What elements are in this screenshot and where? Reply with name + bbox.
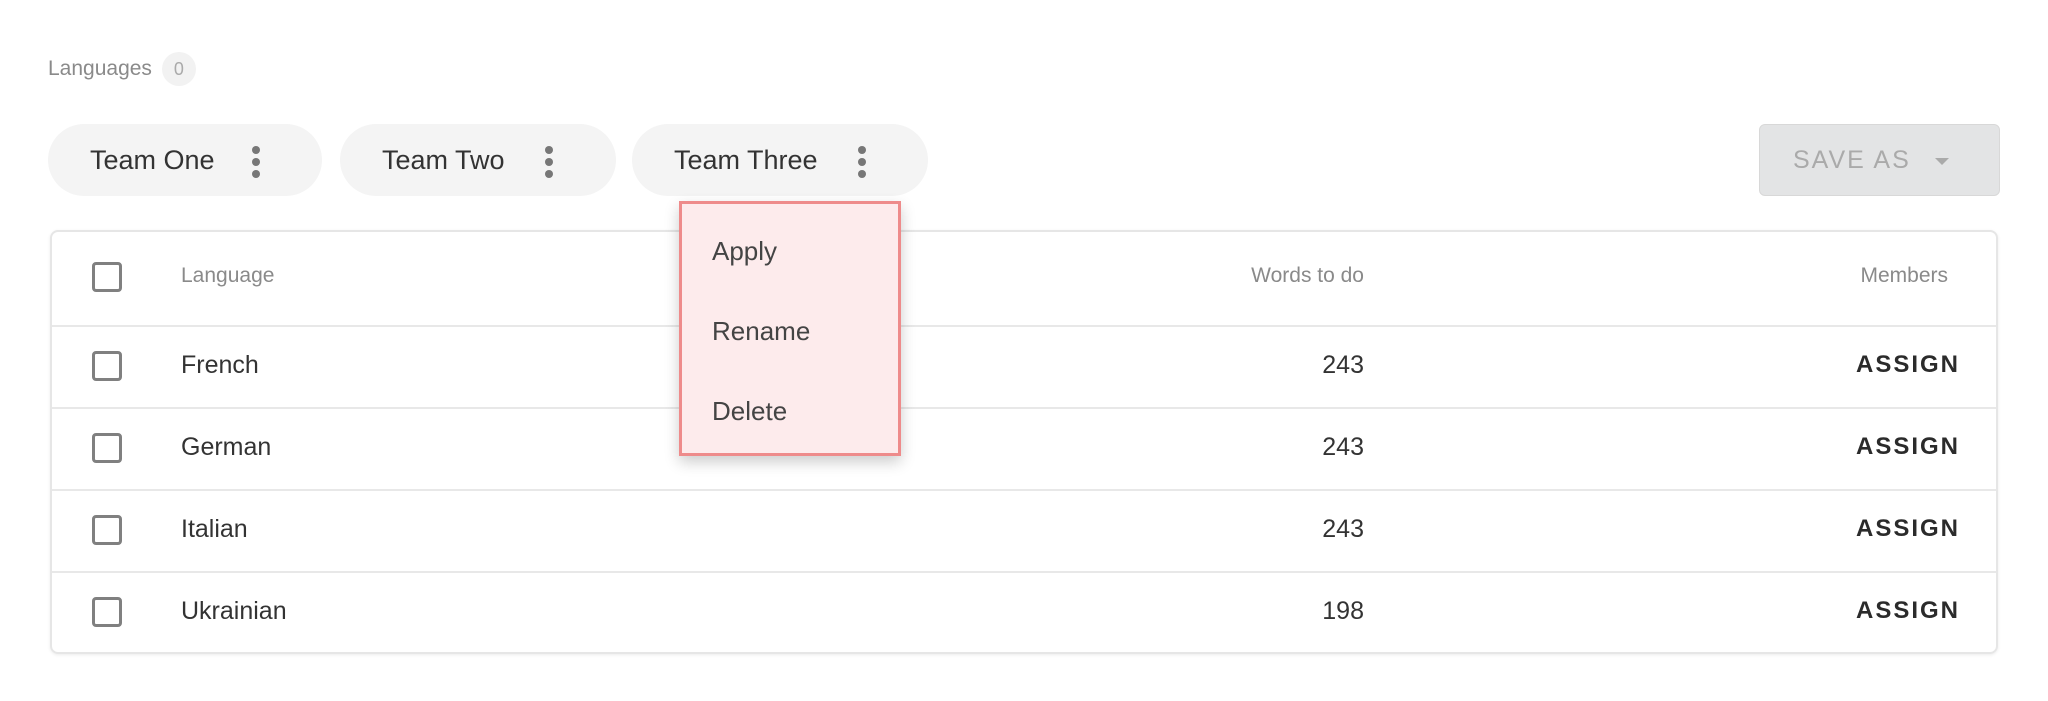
caret-down-icon <box>1935 158 1949 165</box>
select-all-checkbox[interactable] <box>92 262 122 292</box>
menu-item-apply[interactable]: Apply <box>712 236 778 266</box>
language-cell: Italian <box>181 515 248 543</box>
menu-item-rename[interactable]: Rename <box>712 316 811 346</box>
language-cell: German <box>181 433 272 461</box>
language-cell: French <box>181 351 259 379</box>
menu-item-delete[interactable]: Delete <box>712 396 788 426</box>
save-as-button[interactable]: SAVE AS <box>1759 124 2000 196</box>
team-chip-label: Team Two <box>382 144 505 175</box>
team-chip-two[interactable]: Team Two <box>340 124 616 196</box>
languages-label: Languages <box>48 57 152 80</box>
column-header-words[interactable]: Words to do <box>1251 264 1364 287</box>
words-cell: 243 <box>1322 515 1364 543</box>
table-row: Ukrainian 198 ASSIGN <box>52 571 1996 655</box>
table-row: German 243 ASSIGN <box>52 407 1996 491</box>
row-checkbox[interactable] <box>92 433 122 463</box>
row-checkbox[interactable] <box>92 351 122 381</box>
row-checkbox[interactable] <box>92 597 122 627</box>
assign-button[interactable]: ASSIGN <box>1855 515 1960 542</box>
team-chip-one[interactable]: Team One <box>48 124 322 196</box>
team-chip-label: Team Three <box>674 144 818 175</box>
team-chip-three[interactable]: Team Three <box>632 124 928 196</box>
languages-count-badge: 0 <box>161 52 196 86</box>
assign-button[interactable]: ASSIGN <box>1855 433 1960 460</box>
save-as-label: SAVE AS <box>1793 145 1911 174</box>
row-checkbox[interactable] <box>92 515 122 545</box>
table-row: Italian 243 ASSIGN <box>52 489 1996 573</box>
more-vert-icon[interactable] <box>545 146 553 178</box>
more-vert-icon[interactable] <box>252 146 260 178</box>
column-header-members: Members <box>1860 264 1948 287</box>
team-chip-label: Team One <box>90 144 215 175</box>
more-vert-icon[interactable] <box>858 146 866 178</box>
words-cell: 198 <box>1322 597 1364 625</box>
words-cell: 243 <box>1322 433 1364 461</box>
team-context-menu: Apply Rename Delete <box>679 201 901 456</box>
table-header-row: Language Words to do Members <box>52 232 1996 326</box>
assign-button[interactable]: ASSIGN <box>1855 597 1960 624</box>
language-cell: Ukrainian <box>181 597 287 625</box>
languages-header: Languages 0 <box>48 52 196 86</box>
column-header-language[interactable]: Language <box>181 264 275 287</box>
languages-table: Language Words to do Members French 243 … <box>50 230 1998 654</box>
table-row: French 243 ASSIGN <box>52 325 1996 409</box>
assign-button[interactable]: ASSIGN <box>1855 351 1960 378</box>
words-cell: 243 <box>1322 351 1364 379</box>
